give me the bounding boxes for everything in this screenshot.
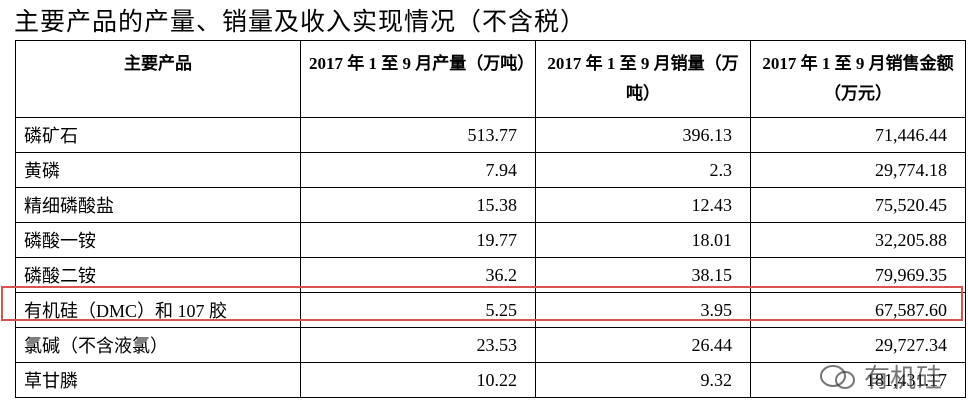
product-cell: 有机硅（DMC）和 107 胶 — [15, 292, 301, 328]
number-cell: 36.2 — [300, 257, 536, 293]
product-cell: 精细磷酸盐 — [15, 187, 301, 223]
number-cell: 181,431.17 — [750, 362, 966, 398]
number-cell: 29,774.18 — [750, 152, 966, 188]
number-cell: 18.01 — [535, 222, 751, 258]
product-cell: 磷矿石 — [15, 117, 301, 153]
table-row: 磷酸一铵 19.77 18.01 32,205.88 — [15, 222, 966, 258]
table-row: 磷矿石 513.77 396.13 71,446.44 — [15, 117, 966, 153]
number-cell: 2.3 — [535, 152, 751, 188]
number-cell: 15.38 — [300, 187, 536, 223]
header-cell: 主要产品 — [15, 40, 301, 118]
number-cell: 12.43 — [535, 187, 751, 223]
number-cell: 19.77 — [300, 222, 536, 258]
number-cell: 396.13 — [535, 117, 751, 153]
table-row: 有机硅（DMC）和 107 胶 5.25 3.95 67,587.60 — [15, 292, 966, 328]
watermark: 有机硅 — [818, 358, 942, 395]
number-cell: 10.22 — [300, 362, 536, 398]
number-cell: 5.25 — [300, 292, 536, 328]
number-cell: 38.15 — [535, 257, 751, 293]
number-cell: 513.77 — [300, 117, 536, 153]
product-cell: 黄磷 — [15, 152, 301, 188]
number-cell: 9.32 — [535, 362, 751, 398]
number-cell: 67,587.60 — [750, 292, 966, 328]
number-cell: 23.53 — [300, 327, 536, 363]
table-row: 黄磷 7.94 2.3 29,774.18 — [15, 152, 966, 188]
product-cell: 氯碱（不含液氯） — [15, 327, 301, 363]
product-cell: 磷酸一铵 — [15, 222, 301, 258]
table-row: 精细磷酸盐 15.38 12.43 75,520.45 — [15, 187, 966, 223]
number-cell: 7.94 — [300, 152, 536, 188]
table-row: 草甘膦 10.22 9.32 181,431.17 — [15, 362, 966, 398]
table: 主要产品 2017 年 1 至 9 月产量（万吨） 2017 年 1 至 9 月销量… — [15, 40, 966, 398]
number-cell: 32,205.88 — [750, 222, 966, 258]
product-cell: 草甘膦 — [15, 362, 301, 398]
table-row: 氯碱（不含液氯） 23.53 26.44 29,727.34 — [15, 327, 966, 363]
number-cell: 26.44 — [535, 327, 751, 363]
number-cell: 75,520.45 — [750, 187, 966, 223]
watermark-icon — [820, 364, 855, 389]
product-cell: 磷酸二铵 — [15, 257, 301, 293]
title: 主要产品的产量、销量及收入实现情况（不含税） — [14, 7, 587, 36]
number-cell: 71,446.44 — [750, 117, 966, 153]
watermark-text: 有机硅 — [864, 364, 943, 394]
number-cell: 79,969.35 — [750, 257, 966, 293]
table-row: 磷酸二铵 36.2 38.15 79,969.35 — [15, 257, 966, 293]
header-cell: 2017 年 1 至 9 月销售金额（万元） — [750, 40, 966, 118]
header-cell: 2017 年 1 至 9 月销量（万吨） — [535, 40, 751, 118]
header-cell: 2017 年 1 至 9 月产量（万吨） — [300, 40, 536, 118]
number-cell: 29,727.34 — [750, 327, 966, 363]
number-cell: 3.95 — [535, 292, 751, 328]
header-row: 主要产品 2017 年 1 至 9 月产量（万吨） 2017 年 1 至 9 月销量… — [15, 40, 966, 118]
table-body: 磷矿石 513.77 396.13 71,446.44 黄磷 7.94 2.3 29,774.… — [15, 117, 966, 398]
